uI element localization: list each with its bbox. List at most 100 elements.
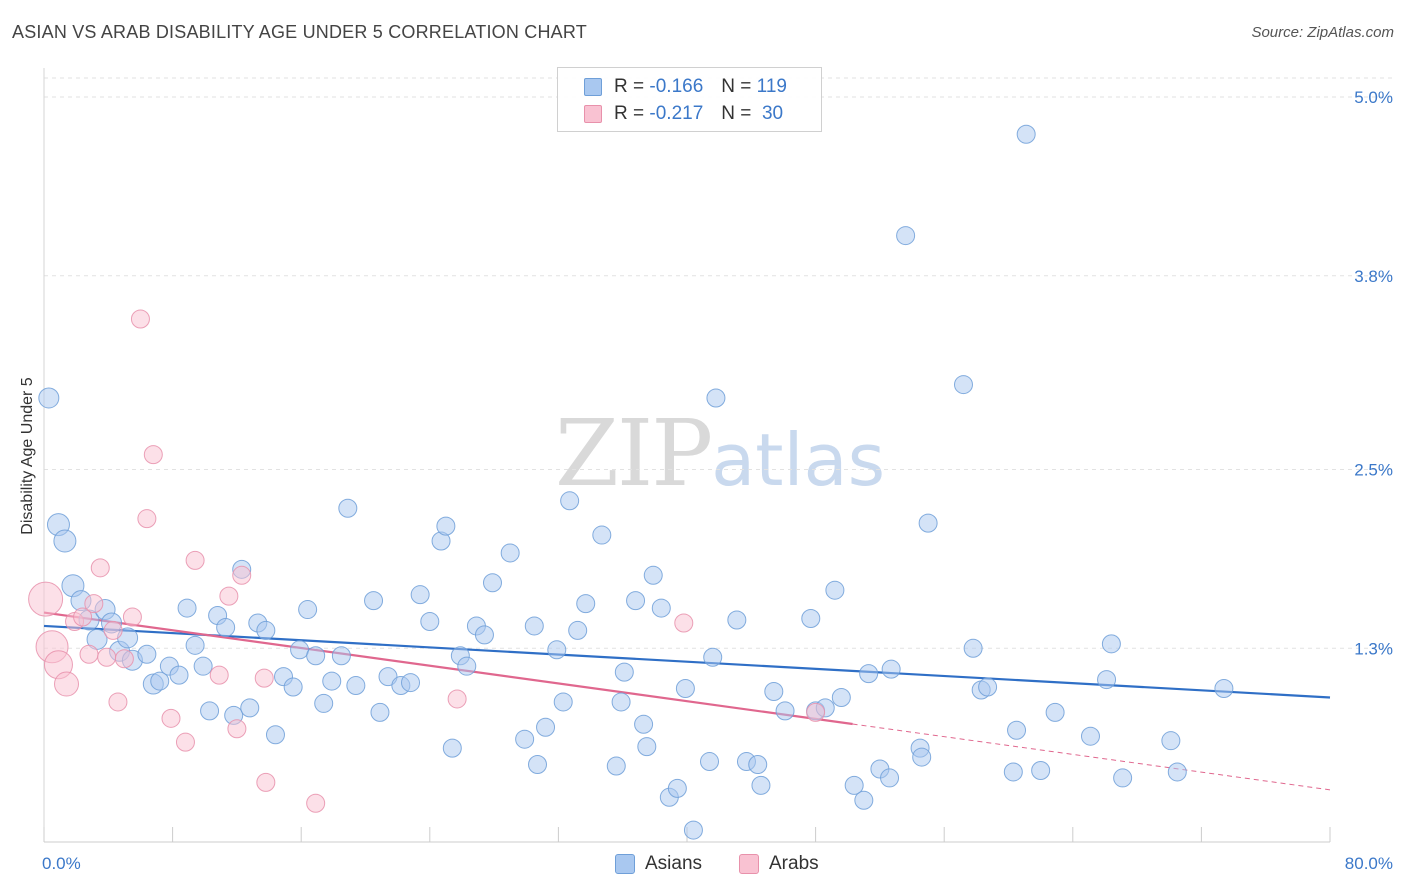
point-arabs [73, 607, 93, 627]
axes [43, 68, 1331, 843]
trend-line-asians [43, 624, 1331, 699]
point-asians [216, 617, 236, 637]
point-arabs [143, 445, 163, 465]
point-asians [256, 620, 276, 640]
point-asians [667, 778, 687, 798]
r-value-asians: -0.166 [649, 76, 704, 97]
point-asians [801, 609, 821, 628]
point-asians [896, 226, 916, 246]
point-asians [1101, 634, 1121, 654]
point-arabs [306, 793, 326, 813]
point-asians [442, 738, 462, 758]
r-label: R = [614, 76, 645, 97]
point-asians [764, 682, 784, 702]
point-asians [963, 638, 983, 658]
bottom-legend-swatch-asians [615, 854, 635, 874]
point-arabs [219, 586, 239, 606]
point-asians [38, 387, 60, 409]
trend-lines [43, 611, 1331, 791]
bottom-legend-swatch-arabs [739, 854, 759, 874]
point-asians [651, 598, 671, 618]
point-asians [185, 635, 205, 655]
point-asians [265, 725, 285, 745]
point-arabs [103, 620, 123, 640]
point-asians [568, 620, 588, 640]
n-value-arabs: 30 [761, 103, 784, 124]
y-tick-label: 1.3% [1354, 639, 1393, 658]
point-asians [283, 677, 303, 697]
point-asians [474, 625, 494, 645]
point-asians [831, 687, 851, 707]
point-asians [576, 594, 596, 614]
r-label: R = [614, 103, 645, 124]
point-arabs [447, 689, 467, 709]
watermark-zip: ZIP [555, 400, 713, 507]
y-tick-label: 5.0% [1354, 88, 1393, 107]
point-asians [137, 644, 157, 664]
n-label: N = [721, 76, 752, 97]
zipatlas-watermark: ZIPatlas [555, 400, 885, 507]
bottom-legend-label-asians: Asians [645, 853, 703, 874]
point-asians [634, 714, 654, 734]
point-asians [528, 755, 548, 775]
point-asians [675, 679, 695, 699]
point-asians [436, 516, 456, 536]
point-asians [703, 647, 723, 667]
point-asians [553, 692, 573, 712]
point-asians [314, 693, 334, 713]
point-asians [193, 656, 213, 676]
y-tick-label: 3.8% [1354, 267, 1393, 286]
point-asians [643, 565, 663, 585]
point-asians [547, 640, 567, 660]
point-asians [1007, 720, 1027, 740]
point-asians [1113, 768, 1133, 788]
point-asians [592, 525, 612, 545]
point-asians [626, 591, 646, 611]
point-asians [338, 498, 358, 518]
correlation-legend: R = -0.166 N = 119 R = -0.217 N = 30 [557, 67, 822, 132]
point-asians [775, 701, 795, 721]
point-asians [637, 737, 657, 757]
chart-title: ASIAN VS ARAB DISABILITY AGE UNDER 5 COR… [12, 22, 587, 42]
point-arabs [256, 772, 276, 792]
point-asians [1097, 670, 1117, 690]
point-arabs [79, 644, 99, 664]
point-asians [1214, 679, 1234, 699]
point-asians [346, 676, 366, 696]
point-asians [683, 820, 703, 840]
point-asians [500, 543, 520, 563]
point-arabs [97, 647, 117, 667]
point-asians [150, 671, 170, 691]
point-asians [854, 790, 874, 810]
point-asians [298, 600, 318, 620]
point-arabs [137, 509, 157, 529]
point-asians [1031, 760, 1051, 780]
point-asians [560, 491, 580, 511]
watermark-atlas: atlas [711, 418, 886, 502]
n-label: N = [721, 103, 752, 124]
point-asians [912, 747, 932, 767]
point-asians [322, 671, 342, 691]
point-asians [614, 662, 634, 682]
point-arabs [130, 309, 150, 329]
bottom-legend-asians[interactable]: Asians [615, 851, 702, 877]
y-tick-label: 2.5% [1354, 461, 1393, 480]
point-asians [420, 611, 440, 631]
x-tick-label-max: 80.0% [1345, 854, 1393, 873]
point-asians [1016, 124, 1036, 144]
legend-swatch-asians [584, 78, 602, 96]
point-asians [240, 698, 260, 718]
point-asians [53, 529, 77, 553]
point-arabs [227, 719, 247, 739]
point-asians [169, 665, 189, 685]
point-asians [524, 616, 544, 636]
bottom-legend-arabs[interactable]: Arabs [739, 851, 819, 877]
source-credit: Source: ZipAtlas.com [1251, 24, 1394, 41]
point-asians [844, 775, 864, 795]
point-asians [700, 752, 720, 772]
point-arabs [108, 692, 128, 712]
point-arabs [185, 550, 205, 570]
point-asians [953, 375, 973, 395]
point-asians [859, 664, 879, 684]
